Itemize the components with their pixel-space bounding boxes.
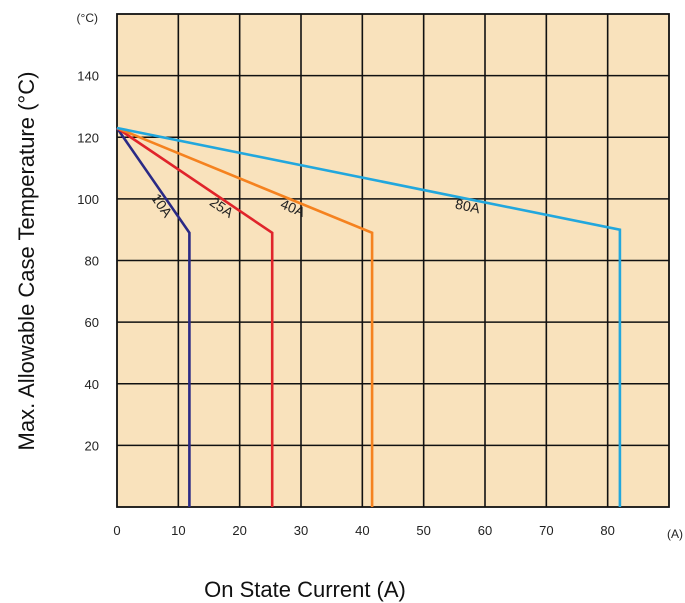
x-tick-label: 40 bbox=[355, 523, 369, 538]
plot-border bbox=[116, 13, 670, 508]
x-axis-ticks: 0 10 20 30 40 50 60 70 80 bbox=[113, 523, 615, 538]
x-tick-label: 30 bbox=[294, 523, 308, 538]
y-tick-label: 140 bbox=[77, 69, 99, 84]
x-tick-label: 60 bbox=[478, 523, 492, 538]
series-line-10A bbox=[115, 127, 191, 507]
y-axis-title: Max. Allowable Case Temperature (°C) bbox=[14, 72, 39, 451]
y-tick-label: 100 bbox=[77, 192, 99, 207]
y-tick-label: 120 bbox=[77, 130, 99, 145]
series-label-80A: 80A bbox=[454, 196, 482, 217]
x-tick-label: 0 bbox=[113, 523, 120, 538]
y-axis-unit: (°C) bbox=[77, 11, 98, 25]
y-tick-label: 40 bbox=[85, 377, 99, 392]
x-tick-label: 70 bbox=[539, 523, 553, 538]
x-axis-title: On State Current (A) bbox=[204, 577, 406, 602]
x-tick-label: 20 bbox=[232, 523, 246, 538]
series-line-80A bbox=[116, 126, 622, 507]
x-tick-label: 10 bbox=[171, 523, 185, 538]
series-line-25A bbox=[116, 126, 274, 507]
x-tick-label: 50 bbox=[416, 523, 430, 538]
series-line-40A bbox=[116, 126, 374, 507]
y-axis-ticks: 20 40 60 80 100 120 140 bbox=[77, 69, 99, 454]
y-tick-label: 80 bbox=[85, 254, 99, 269]
x-axis-unit: (A) bbox=[667, 527, 683, 541]
y-tick-label: 20 bbox=[85, 438, 99, 453]
x-tick-label: 80 bbox=[600, 523, 614, 538]
series-group bbox=[115, 126, 622, 507]
y-tick-label: 60 bbox=[85, 315, 99, 330]
grid bbox=[116, 13, 670, 508]
